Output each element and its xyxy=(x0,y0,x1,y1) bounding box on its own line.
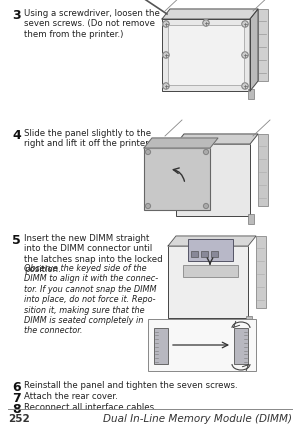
Bar xyxy=(234,328,248,364)
Bar xyxy=(256,236,266,308)
Text: Dual In-Line Memory Module (DIMM): Dual In-Line Memory Module (DIMM) xyxy=(103,413,292,423)
Text: Reconnect all interface cables.: Reconnect all interface cables. xyxy=(24,402,157,411)
Text: 4: 4 xyxy=(12,129,21,142)
Bar xyxy=(148,319,256,371)
Bar xyxy=(258,135,268,207)
Circle shape xyxy=(203,204,208,209)
Bar xyxy=(154,328,168,364)
Bar xyxy=(168,246,248,318)
Text: Insert the new DIMM straight
into the DIMM connector until
the latches snap into: Insert the new DIMM straight into the DI… xyxy=(24,233,163,273)
Text: Slide the panel slightly to the
right and lift it off the printer.: Slide the panel slightly to the right an… xyxy=(24,129,151,148)
Bar xyxy=(144,149,210,210)
Bar xyxy=(201,251,208,257)
Circle shape xyxy=(242,53,248,59)
Bar xyxy=(188,239,233,262)
Text: Using a screwdriver, loosen the
seven screws. (Do not remove
them from the print: Using a screwdriver, loosen the seven sc… xyxy=(24,9,160,39)
Circle shape xyxy=(146,150,151,155)
Text: Attach the rear cover.: Attach the rear cover. xyxy=(24,391,118,400)
Circle shape xyxy=(203,21,209,27)
Bar xyxy=(258,10,268,82)
Text: Reinstall the panel and tighten the seven screws.: Reinstall the panel and tighten the seve… xyxy=(24,380,238,389)
Bar xyxy=(183,265,238,277)
Bar xyxy=(248,215,254,225)
Bar xyxy=(162,20,250,92)
Polygon shape xyxy=(168,236,256,246)
Text: 8: 8 xyxy=(12,402,21,415)
Circle shape xyxy=(242,83,248,90)
Circle shape xyxy=(242,22,248,28)
Bar xyxy=(168,26,244,86)
Polygon shape xyxy=(162,10,258,20)
Polygon shape xyxy=(176,135,258,145)
Bar xyxy=(176,145,250,216)
Bar xyxy=(211,251,218,257)
Circle shape xyxy=(163,83,169,90)
Text: 7: 7 xyxy=(12,391,21,404)
Text: 252: 252 xyxy=(8,413,30,423)
Text: 5: 5 xyxy=(12,233,21,246)
Polygon shape xyxy=(144,139,218,149)
Bar xyxy=(248,90,254,100)
Circle shape xyxy=(203,150,208,155)
Bar xyxy=(246,316,252,326)
Bar xyxy=(191,251,198,257)
Text: 6: 6 xyxy=(12,380,21,393)
Text: 3: 3 xyxy=(12,9,21,22)
Circle shape xyxy=(146,204,151,209)
Text: Observe the keyed side of the
DIMM to align it with the connec-
tor. If you cann: Observe the keyed side of the DIMM to al… xyxy=(24,263,158,334)
Circle shape xyxy=(163,53,169,59)
Polygon shape xyxy=(250,10,258,92)
Circle shape xyxy=(163,22,169,28)
